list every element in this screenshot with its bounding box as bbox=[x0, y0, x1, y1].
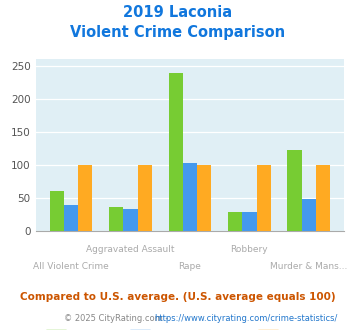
Text: Compared to U.S. average. (U.S. average equals 100): Compared to U.S. average. (U.S. average … bbox=[20, 292, 335, 302]
Bar bbox=[138, 165, 152, 231]
Bar bbox=[197, 165, 211, 231]
Bar bbox=[50, 191, 64, 231]
Bar bbox=[302, 199, 316, 231]
Bar bbox=[78, 165, 92, 231]
Bar bbox=[316, 165, 330, 231]
Bar bbox=[257, 165, 271, 231]
Text: © 2025 CityRating.com -: © 2025 CityRating.com - bbox=[64, 314, 171, 323]
Bar bbox=[64, 205, 78, 231]
Text: 2019 Laconia: 2019 Laconia bbox=[123, 5, 232, 20]
Bar bbox=[228, 212, 242, 231]
Text: Aggravated Assault: Aggravated Assault bbox=[86, 245, 175, 254]
Legend: Laconia, New Hampshire, National: Laconia, New Hampshire, National bbox=[42, 326, 338, 330]
Text: Violent Crime Comparison: Violent Crime Comparison bbox=[70, 25, 285, 40]
Text: Robbery: Robbery bbox=[231, 245, 268, 254]
Text: https://www.cityrating.com/crime-statistics/: https://www.cityrating.com/crime-statist… bbox=[154, 314, 338, 323]
Bar bbox=[169, 73, 183, 231]
Text: Murder & Mans...: Murder & Mans... bbox=[270, 262, 348, 271]
Bar bbox=[288, 150, 302, 231]
Bar bbox=[123, 209, 138, 231]
Text: Rape: Rape bbox=[179, 262, 201, 271]
Bar bbox=[242, 212, 257, 231]
Text: All Violent Crime: All Violent Crime bbox=[33, 262, 109, 271]
Bar bbox=[109, 207, 123, 231]
Bar bbox=[183, 163, 197, 231]
